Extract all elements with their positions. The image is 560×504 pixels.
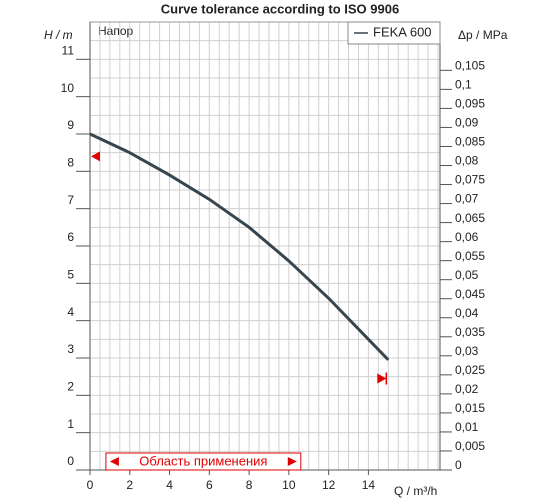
legend-box [347,21,441,45]
x-tick-label: 2 [126,478,133,492]
range-arrow-left [109,457,119,466]
y-tick-label: 2 [67,380,74,394]
y-tick-label: 6 [67,230,74,244]
y2-tick-label: 0,085 [455,135,485,149]
application-range-label: Область применения [139,453,267,468]
range-arrow-right [287,457,297,466]
y2-tick-label: 0,09 [455,116,479,130]
y2-tick-label: 0,005 [455,439,485,453]
series-line [89,132,390,361]
x-tick-label: 10 [282,478,296,492]
y2-tick-label: 0,075 [455,173,485,187]
y2-tick-label: 0,03 [455,344,479,358]
y2-tick-label: 0,025 [455,363,485,377]
y2-tick-label: 0,04 [455,306,479,320]
y2-tick-label: 0,095 [455,97,485,111]
y2-axis-label: Δp / MPa [458,28,508,42]
y-tick-label: 5 [67,268,74,282]
y-axis-label: H / m [44,28,73,42]
y2-tick-label: 0,055 [455,249,485,263]
y2-tick-label: 0,07 [455,192,479,206]
y2-tick-label: 0,105 [455,59,485,73]
y-tick-label: 8 [67,156,74,170]
legend-label: FEKA 600 [373,24,432,39]
y-tick-label: 3 [67,342,74,356]
chart-title: Curve tolerance according to ISO 9906 [161,1,399,16]
application-range-box [105,452,302,471]
y2-tick-label: 0,045 [455,287,485,301]
y2-tick-label: 0,01 [455,420,479,434]
y-tick-label: 9 [67,118,74,132]
tolerance-marker [377,373,387,384]
y2-tick-label: 0,065 [455,211,485,225]
x-tick-label: 6 [206,478,213,492]
x-tick-label: 14 [362,478,376,492]
x-axis-label: Q / m³/h [394,484,437,498]
legend: FEKA 600 [347,21,441,45]
y2-tick-label: 0,05 [455,268,479,282]
y2-tick-label: 0,06 [455,230,479,244]
y-tick-label: 11 [62,44,75,58]
y2-tick-label: 0,02 [455,382,479,396]
curve-label: Напор [98,24,134,38]
x-tick-label: 8 [246,478,253,492]
x-tick-label: 0 [87,478,94,492]
x-tick-label: 12 [322,478,336,492]
tolerance-marker [91,151,100,162]
y2-tick-label: 0 [455,458,462,472]
y-tick-label: 10 [61,81,75,95]
y-tick-label: 7 [67,193,74,207]
y2-tick-label: 0,035 [455,325,485,339]
y-tick-label: 4 [67,305,74,319]
y-tick-label: 1 [67,417,74,431]
y2-tick-label: 0,08 [455,154,479,168]
y2-tick-label: 0,015 [455,401,485,415]
x-tick-label: 4 [166,478,173,492]
y-tick-label: 0 [67,454,74,468]
y2-tick-label: 0,1 [455,78,472,92]
